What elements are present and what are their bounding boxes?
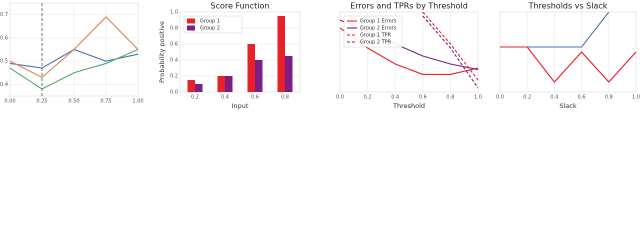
x-axis-label: Input [232, 102, 249, 110]
x-tick-label: 0.6 [419, 95, 427, 101]
legend-label: Group 1 Errors [360, 19, 397, 25]
x-tick-label: 0.2 [364, 95, 372, 101]
legend-label: Group 1 [200, 19, 220, 25]
x-tick-label: 0.8 [605, 95, 613, 101]
chart-title: Thresholds vs Slack [528, 2, 608, 11]
bar [195, 84, 203, 92]
y-tick-label: 0.6 [0, 35, 8, 41]
y-tick-label: 0.7 [0, 12, 8, 18]
legend-label: Group 2 [200, 26, 220, 32]
x-tick-label: 0.4 [221, 95, 229, 101]
x-tick-label: 0.4 [391, 95, 399, 101]
x-tick-label: 1.00 [132, 99, 143, 105]
x-tick-label: 1.0 [474, 95, 482, 101]
x-tick-label: 0.50 [68, 99, 79, 105]
bar [247, 44, 255, 92]
bar [225, 76, 233, 92]
chart-panel: Score Function Input Probability positive 0… [158, 2, 301, 110]
series-line [422, 12, 478, 81]
legend-label: Group 2 Errors [360, 26, 397, 32]
chart-panel: Errors and TPRs by Threshold Threshold 0.0… [336, 2, 482, 111]
x-tick-label: 0.75 [100, 99, 111, 105]
legend-swatch [187, 25, 195, 31]
y-tick-label: 0.2 [170, 74, 178, 80]
y-tick-label: 0.4 [0, 82, 8, 88]
x-axis-label: Slack [559, 102, 576, 110]
legend-label: Group 2 TPR [360, 40, 392, 46]
series-line [422, 15, 478, 89]
bar [187, 80, 195, 92]
x-tick-label: 0.8 [446, 95, 454, 101]
plot-area [499, 11, 637, 93]
legend-swatch [187, 18, 195, 24]
chart-panel: Thresholds vs Slack Slack 0.0 0.2 0.4 0.6 0.8 1… [496, 2, 640, 111]
y-tick-label: 1.0 [170, 10, 178, 16]
y-tick-label: 0.6 [170, 42, 178, 48]
legend-label: Group 1 TPR [360, 33, 392, 39]
legend-box [183, 15, 243, 34]
x-tick-label: 1.0 [632, 95, 640, 101]
x-tick-label: 0.2 [523, 95, 531, 101]
x-tick-label: 0.0 [496, 95, 504, 101]
chart-panel: 0.4 0.5 0.6 0.7 0.00 0.25 0.50 0.75 1.00 [0, 2, 144, 105]
series-line [10, 16, 138, 79]
y-tick-label: 0.0 [170, 90, 178, 96]
x-tick-label: 0.25 [36, 99, 47, 105]
bar [217, 76, 225, 92]
x-tick-label: 0.2 [191, 95, 199, 101]
charts: 0.4 0.5 0.6 0.7 0.00 0.25 0.50 0.75 1.00 Score Fu… [0, 2, 640, 111]
x-tick-label: 0.0 [336, 95, 344, 101]
chart-title: Errors and TPRs by Threshold [350, 2, 468, 11]
bar [277, 16, 285, 92]
y-tick-label: 0.8 [170, 26, 178, 32]
y-axis-label: Probability positive [158, 21, 166, 83]
x-tick-label: 0.6 [578, 95, 586, 101]
series-line [10, 48, 138, 90]
x-axis-label: Threshold [392, 102, 425, 110]
series-line [500, 46, 636, 83]
bar [285, 56, 293, 92]
bar [255, 60, 263, 92]
x-tick-label: 0.6 [251, 95, 259, 101]
x-tick-label: 0.4 [550, 95, 558, 101]
x-tick-label: 0.8 [281, 95, 289, 101]
chart-title: Score Function [211, 2, 270, 11]
y-tick-label: 0.4 [170, 58, 178, 64]
y-tick-label: 0.5 [0, 59, 8, 65]
x-tick-label: 0.00 [4, 99, 15, 105]
